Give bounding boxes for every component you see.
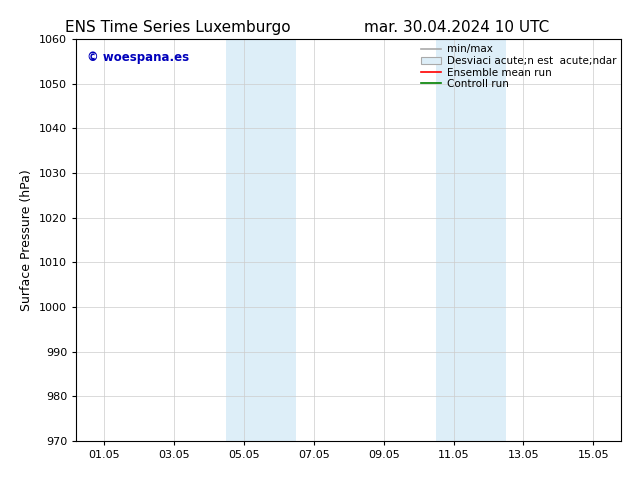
Text: © woespana.es: © woespana.es xyxy=(87,51,189,64)
Bar xyxy=(471,39,506,441)
Text: mar. 30.04.2024 10 UTC: mar. 30.04.2024 10 UTC xyxy=(364,20,549,35)
Bar xyxy=(261,39,296,441)
Text: ENS Time Series Luxemburgo: ENS Time Series Luxemburgo xyxy=(65,20,290,35)
Legend: min/max, Desviaci acute;n est  acute;ndar, Ensemble mean run, Controll run: min/max, Desviaci acute;n est acute;ndar… xyxy=(420,45,616,89)
Y-axis label: Surface Pressure (hPa): Surface Pressure (hPa) xyxy=(20,169,34,311)
Bar xyxy=(226,39,261,441)
Bar xyxy=(436,39,471,441)
